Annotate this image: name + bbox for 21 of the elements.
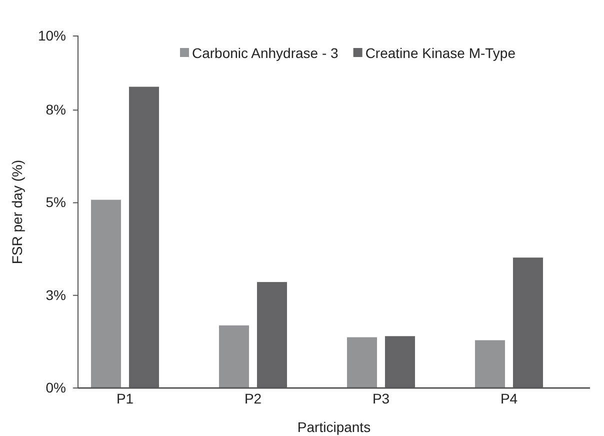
y-tick-label: 8%: [46, 102, 66, 118]
x-tick-label: P4: [500, 390, 518, 407]
bar: [129, 86, 159, 388]
legend-label: Creatine Kinase M-Type: [365, 44, 516, 61]
x-tick-label: P1: [116, 390, 134, 407]
x-tick-label: P3: [372, 390, 390, 407]
x-tick-label: P2: [244, 390, 262, 407]
y-tick-label: 10%: [38, 27, 66, 44]
bar: [475, 340, 505, 388]
y-axis-title: FSR per day (%): [9, 160, 25, 264]
bar: [347, 337, 377, 388]
bar: [385, 336, 415, 388]
bar: [513, 258, 543, 388]
y-tick-label: 0%: [46, 379, 66, 396]
y-tick-label: 3%: [46, 286, 66, 303]
bar: [219, 325, 249, 388]
x-axis-title: Participants: [297, 419, 371, 435]
y-tick-label: 5%: [46, 194, 66, 210]
bar: [257, 282, 287, 388]
bar: [91, 200, 121, 388]
legend-label: Carbonic Anhydrase - 3: [192, 44, 339, 61]
